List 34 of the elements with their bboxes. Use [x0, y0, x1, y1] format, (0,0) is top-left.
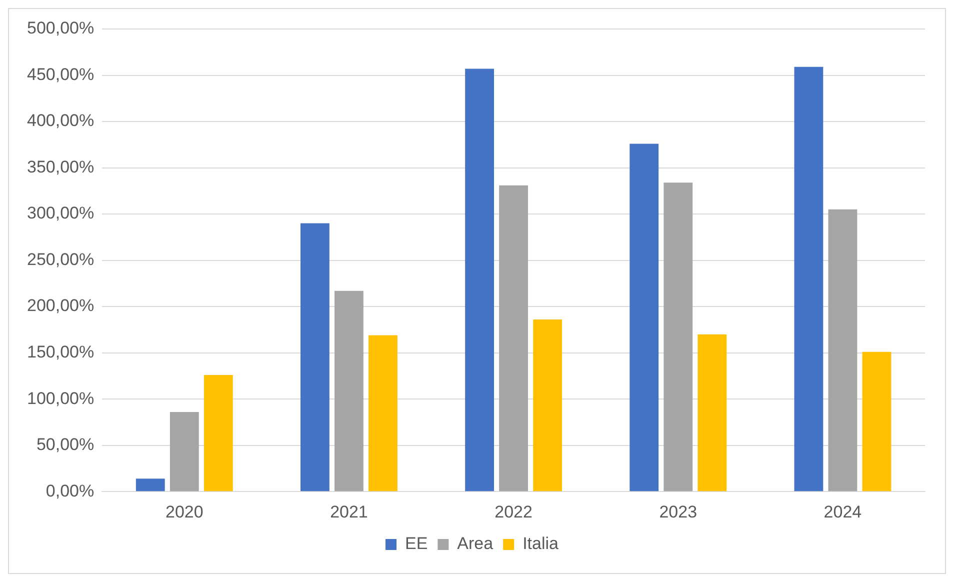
x-tick-label: 2021: [330, 502, 368, 522]
bar: [204, 375, 233, 492]
y-tick-label: 50,00%: [36, 435, 94, 454]
bar: [664, 182, 693, 492]
bar: [465, 68, 494, 492]
y-tick-label: 400,00%: [26, 111, 94, 130]
bar: [794, 66, 824, 492]
bar: [862, 352, 892, 492]
bar: [300, 223, 330, 492]
bar: [828, 209, 858, 492]
bar: [334, 290, 364, 492]
y-tick-label: 450,00%: [26, 64, 94, 84]
bar: [170, 412, 199, 492]
bar: [698, 334, 727, 492]
bar: [368, 335, 398, 492]
y-tick-label: 100,00%: [26, 388, 94, 408]
x-tick-label: 2022: [494, 502, 532, 522]
y-tick-label: 0,00%: [46, 481, 94, 500]
legend-label: Italia: [522, 534, 560, 554]
x-tick-label: 2020: [165, 502, 204, 522]
y-tick-label: 150,00%: [26, 342, 94, 362]
bar: [533, 320, 562, 492]
x-tick-label: 2024: [824, 502, 862, 522]
x-tick-label: 2023: [659, 502, 698, 522]
y-tick-label: 300,00%: [26, 204, 94, 223]
legend-label: EE: [405, 534, 428, 554]
legend-label: Area: [457, 534, 494, 554]
y-tick-label: 350,00%: [26, 157, 94, 176]
bar: [499, 185, 528, 492]
bar: [136, 478, 165, 492]
y-tick-label: 250,00%: [26, 250, 94, 269]
y-tick-label: 200,00%: [26, 296, 94, 316]
bar: [630, 144, 659, 492]
y-tick-label: 500,00%: [26, 18, 94, 38]
